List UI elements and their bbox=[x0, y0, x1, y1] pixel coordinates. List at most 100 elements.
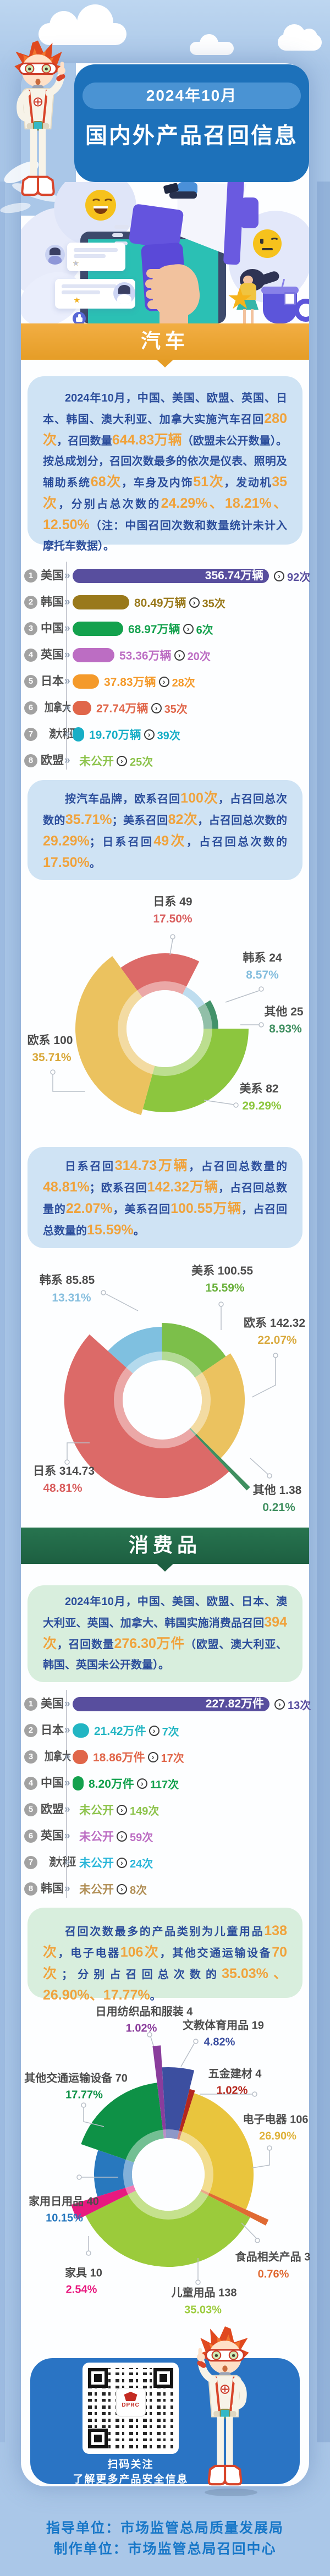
finger bbox=[146, 290, 178, 299]
highlight-number: 22.07% bbox=[65, 1201, 113, 1216]
text-segment: ；欧系召回 bbox=[89, 1182, 147, 1194]
cloud-decoration bbox=[278, 24, 322, 51]
bar-times-label: 24次 bbox=[130, 1858, 153, 1870]
label-connector-dot bbox=[50, 1069, 56, 1075]
highlight-number: 51次 bbox=[193, 474, 224, 490]
bar-value-group: 80.49万辆 › 35次 bbox=[134, 595, 226, 610]
label-connector bbox=[52, 1074, 85, 1092]
bar-value-group: 未公开 › 59次 bbox=[79, 1829, 153, 1844]
rank-badge: 8 bbox=[24, 754, 37, 767]
bar-value-group: 21.42万件 › 7次 bbox=[94, 1723, 179, 1738]
pie-slice-日用纺织品和服装 bbox=[152, 2045, 167, 2139]
auto-brand-box: 按汽车品牌，欧系召回100次，占召回总次数的35.71%；美系召回82次，占召回… bbox=[28, 780, 302, 880]
text-segment: 。 bbox=[89, 858, 101, 870]
rank-badge: 7 bbox=[24, 1856, 37, 1869]
pie-pct-食品相关产品: 0.76% bbox=[257, 2268, 289, 2281]
pie-slice-电子电器 bbox=[179, 2093, 254, 2210]
label-connector bbox=[250, 1458, 268, 1475]
pie-label-其他: 其他 1.38 bbox=[252, 1484, 302, 1497]
big-star-icon: ★ bbox=[227, 282, 254, 315]
label-connector-dot bbox=[258, 986, 264, 992]
guillemet-icon: » bbox=[64, 649, 70, 661]
pie-label-食品相关产品: 食品相关产品 3 bbox=[235, 2251, 311, 2264]
circle-arrow-icon: › bbox=[117, 1883, 127, 1894]
guillemet-icon: » bbox=[64, 702, 70, 713]
pie-pct-欧系: 35.71% bbox=[32, 1051, 72, 1064]
star-icon: ★ bbox=[73, 259, 79, 267]
circle-arrow-icon: › bbox=[151, 702, 162, 713]
finger bbox=[146, 269, 178, 278]
star-icon: ★ bbox=[73, 259, 79, 267]
bar-segment bbox=[73, 1776, 84, 1790]
bar-row-日本: 2 日本» 21.42万件 › 7次 bbox=[24, 1723, 306, 1738]
bar-value-label: 80.49万辆 bbox=[134, 597, 186, 609]
circle-arrow-icon: › bbox=[274, 1699, 285, 1710]
text-line bbox=[74, 254, 106, 258]
text-segment: 日系召回 bbox=[65, 1161, 115, 1173]
qr-caption-line2: 了解更多产品安全信息 bbox=[73, 2474, 189, 2485]
guillemet-icon: » bbox=[64, 623, 70, 634]
bar-value-group: 8.20万件 › 117次 bbox=[89, 1776, 179, 1791]
bar-times-label: 149次 bbox=[130, 1805, 160, 1817]
circle-arrow-icon: › bbox=[148, 1725, 160, 1736]
label-connector-dot bbox=[147, 2032, 152, 2037]
circle-arrow-icon: › bbox=[117, 1831, 127, 1842]
text-segment: ，发动机 bbox=[224, 477, 272, 489]
pie-pct-日用纺织品和服装: 1.02% bbox=[125, 2022, 157, 2035]
guillemet-icon: » bbox=[64, 1804, 70, 1815]
text-segment: ，车身及内饰 bbox=[122, 477, 194, 489]
bar-value-label: 未公开 bbox=[79, 1883, 114, 1896]
label-connector-dot bbox=[195, 2280, 201, 2285]
label-connector-dot bbox=[258, 1022, 264, 1028]
pie-pct-日系: 17.50% bbox=[153, 913, 193, 925]
bar-country-label: 加拿大 bbox=[45, 1750, 71, 1763]
text-segment: 。 bbox=[150, 1990, 161, 2002]
label-connector-dot bbox=[267, 1473, 272, 1479]
pie-pct-电子电器: 26.90% bbox=[259, 2130, 296, 2143]
label-connector bbox=[83, 2107, 105, 2127]
guillemet-icon: » bbox=[64, 675, 70, 687]
bar-segment: 356.74万辆 bbox=[73, 569, 269, 583]
rank-badge: 8 bbox=[24, 1882, 37, 1896]
highlight-number: 49次 bbox=[153, 833, 186, 849]
girl-figure-skirt bbox=[237, 300, 258, 310]
auto-intro-box: 2024年10月，中国、美国、欧盟、英国、日本、韩国、澳大利亚、加拿大实施汽车召… bbox=[28, 376, 302, 552]
bar-times-label: 7次 bbox=[162, 1726, 179, 1738]
tea-tag bbox=[284, 292, 296, 305]
pie-slice-美系 bbox=[162, 1322, 226, 1378]
qr-finder bbox=[88, 2368, 108, 2388]
qr-caption-line1: 扫码关注 bbox=[107, 2459, 154, 2470]
highlight-number: 29.29% bbox=[43, 833, 90, 849]
bar-value-group: 未公开 › 8次 bbox=[79, 1882, 147, 1897]
bar-row-欧盟: 5 欧盟» 未公开 › 149次 bbox=[24, 1802, 306, 1817]
label-connector-dot bbox=[273, 1353, 278, 1358]
bar-country-label: 日本 bbox=[41, 675, 64, 688]
highlight-number: 280次 bbox=[43, 411, 287, 448]
star-icon: ★ bbox=[74, 296, 80, 304]
bar-value-label: 18.86万件 bbox=[93, 1751, 145, 1764]
guillemet-icon: » bbox=[64, 1830, 70, 1842]
rank-badge: 6 bbox=[24, 1830, 37, 1843]
bar-value-label: 未公开 bbox=[79, 1857, 114, 1870]
bar-country-label: 欧盟 bbox=[41, 754, 64, 767]
bar-segment bbox=[73, 1723, 89, 1738]
auto-volume-pie-chart: 韩系 85.85 13.31% 美系 100.55 15.59% 欧系 142.32 22… bbox=[21, 1254, 309, 1529]
bar-times-label: 8次 bbox=[130, 1884, 147, 1897]
pie-slice-欧系 bbox=[190, 1353, 245, 1458]
auto-bar-chart: 1 美国» 356.74万辆 › 92次 2 韩国» 80.49万辆 › 35次 3 中国» 68.97… bbox=[24, 558, 310, 775]
star-icon: ★ bbox=[74, 296, 80, 304]
bar-row-韩国: 8 韩国» 未公开 › 8次 bbox=[24, 1881, 306, 1897]
highlight-number: 314.73万辆 bbox=[114, 1158, 189, 1173]
thumbs-up-icon bbox=[73, 312, 86, 323]
bar-value-label: 19.70万辆 bbox=[89, 729, 141, 742]
label-connector bbox=[241, 2222, 257, 2239]
text-segment: 2024年10月，中国、美国、欧盟、英国、日本、韩国、澳大利亚、加拿大实施汽车召… bbox=[43, 392, 287, 426]
consumer-category-pie-chart: 日用纺织品和服装 4 1.02% 文教体育用品 19 4.82% 五金建材 4 1.02%… bbox=[21, 1997, 311, 2333]
bar-value-label: 未公开 bbox=[79, 1831, 114, 1843]
pie-hole bbox=[132, 2138, 205, 2211]
section-banner-auto: 汽车 bbox=[21, 323, 309, 367]
bar-value-group: 19.70万辆 › 39次 bbox=[89, 727, 180, 742]
bar-times-label: 25次 bbox=[130, 756, 153, 768]
label-connector bbox=[105, 1293, 139, 1311]
